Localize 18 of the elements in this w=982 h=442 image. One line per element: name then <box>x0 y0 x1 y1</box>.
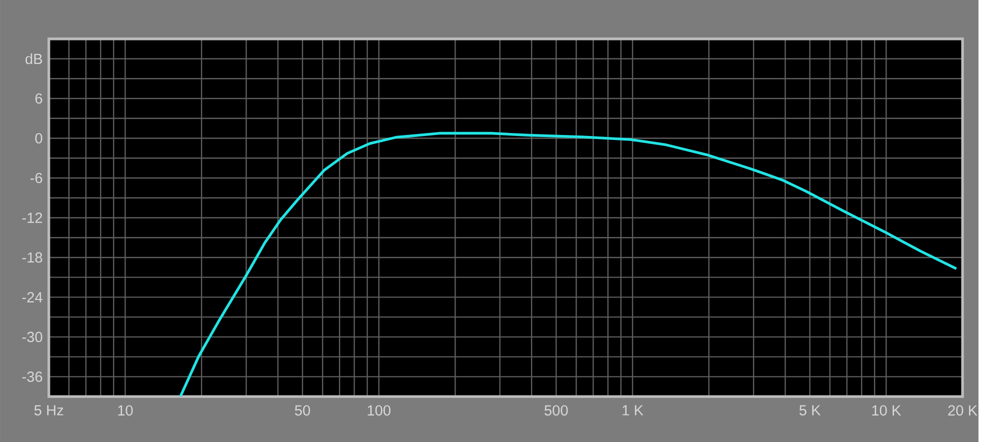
x-tick-label: 5 Hz <box>34 405 64 416</box>
y-tick-label: -12 <box>22 212 42 223</box>
x-tick-label: 10 K <box>872 405 902 416</box>
x-tick-label: 100 <box>368 405 390 416</box>
x-tick-label: 20 K <box>948 405 978 416</box>
x-tick-label: 500 <box>544 405 568 416</box>
y-tick-label: -24 <box>22 292 42 302</box>
y-tick-label: -36 <box>22 371 42 382</box>
x-tick-label: 10 <box>118 405 133 416</box>
y-tick-label: dB <box>26 53 42 64</box>
y-tick-label: -30 <box>22 332 42 342</box>
y-tick-label: -18 <box>22 252 42 262</box>
x-tick-label: 5 K <box>799 405 821 416</box>
x-tick-label: 50 <box>294 405 310 416</box>
x-tick-label: 1 K <box>622 405 644 416</box>
y-tick-label: 0 <box>35 132 42 144</box>
y-tick-label: -6 <box>30 172 42 183</box>
y-tick-label: 6 <box>35 93 42 104</box>
